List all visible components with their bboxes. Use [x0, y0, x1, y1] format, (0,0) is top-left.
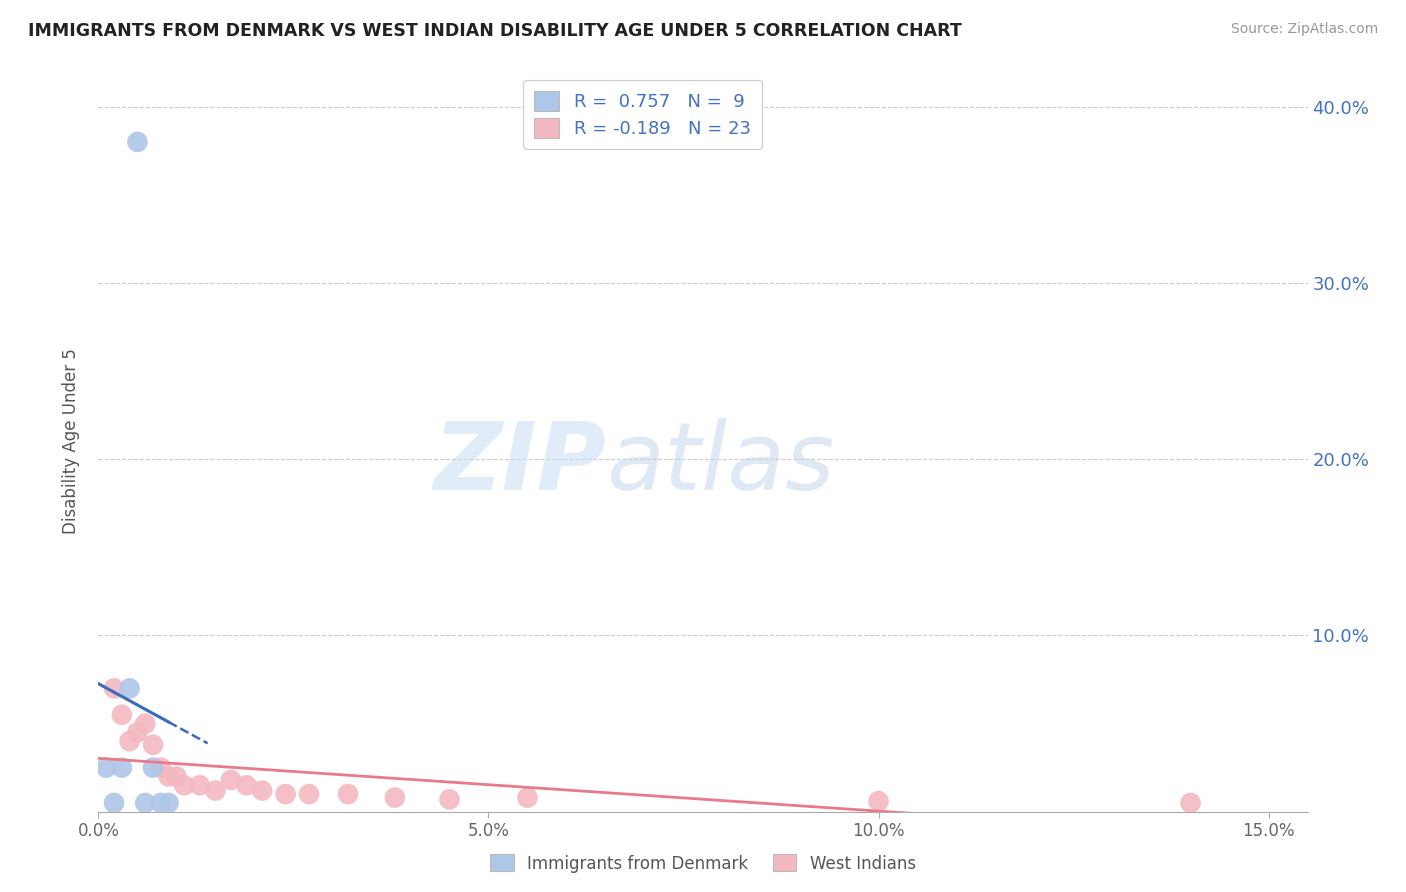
Point	[868, 794, 890, 808]
Point	[149, 796, 172, 810]
Point	[103, 681, 125, 696]
Text: ZIP: ZIP	[433, 417, 606, 509]
Y-axis label: Disability Age Under 5: Disability Age Under 5	[62, 349, 80, 534]
Point	[149, 761, 172, 775]
Point	[1180, 796, 1202, 810]
Point	[111, 707, 134, 722]
Point	[127, 725, 149, 739]
Legend: Immigrants from Denmark, West Indians: Immigrants from Denmark, West Indians	[484, 847, 922, 880]
Text: IMMIGRANTS FROM DENMARK VS WEST INDIAN DISABILITY AGE UNDER 5 CORRELATION CHART: IMMIGRANTS FROM DENMARK VS WEST INDIAN D…	[28, 22, 962, 40]
Point	[134, 716, 156, 731]
Point	[337, 787, 360, 801]
Point	[96, 761, 118, 775]
Point	[127, 135, 149, 149]
Point	[165, 769, 187, 783]
Point	[298, 787, 321, 801]
Point	[111, 761, 134, 775]
Point	[118, 734, 141, 748]
Text: atlas: atlas	[606, 418, 835, 509]
Point	[252, 783, 274, 797]
Point	[118, 681, 141, 696]
Legend: R =  0.757   N =  9, R = -0.189   N = 23: R = 0.757 N = 9, R = -0.189 N = 23	[523, 80, 762, 149]
Point	[439, 792, 461, 806]
Point	[384, 790, 406, 805]
Point	[188, 778, 211, 792]
Point	[204, 783, 226, 797]
Point	[103, 796, 125, 810]
Point	[235, 778, 257, 792]
Point	[274, 787, 297, 801]
Point	[142, 738, 165, 752]
Point	[157, 796, 180, 810]
Point	[219, 772, 242, 787]
Text: Source: ZipAtlas.com: Source: ZipAtlas.com	[1230, 22, 1378, 37]
Point	[134, 796, 156, 810]
Point	[173, 778, 195, 792]
Point	[142, 761, 165, 775]
Point	[516, 790, 538, 805]
Point	[157, 769, 180, 783]
